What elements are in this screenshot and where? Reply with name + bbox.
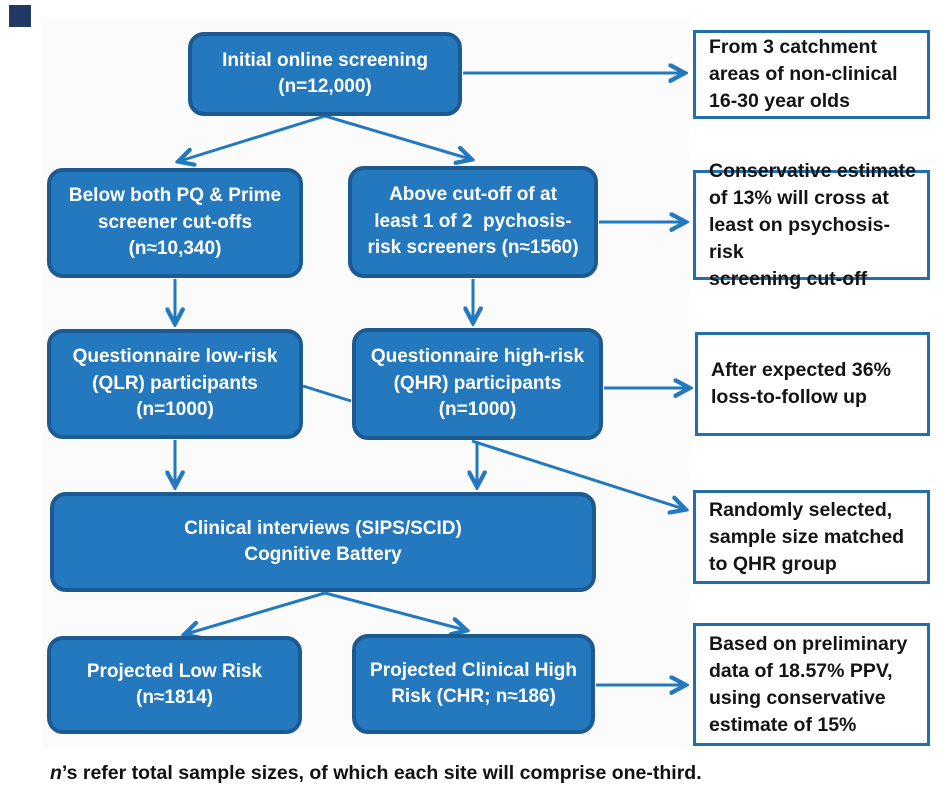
note-conservative-estimate: Conservative estimate of 13% will cross … bbox=[693, 160, 930, 290]
note-text-line: From 3 catchment bbox=[709, 36, 877, 58]
note-text-line: sample size matched bbox=[709, 525, 905, 548]
note-text-line: data of 18.57% PPV, bbox=[709, 659, 893, 682]
note-text-line: loss-to-follow up bbox=[711, 386, 867, 408]
node-text-line: (QLR) participants bbox=[92, 372, 258, 394]
node-text-line: Questionnaire low-risk bbox=[72, 346, 278, 368]
note-randomly-selected: Randomly selected, sample size matched t… bbox=[693, 490, 930, 584]
node-questionnaire-high-risk: Questionnaire high-risk (QHR) participan… bbox=[352, 328, 603, 440]
note-ppv-estimate: Based on preliminary data of 18.57% PPV,… bbox=[693, 623, 930, 746]
node-text-line: Projected Low Risk bbox=[86, 660, 263, 682]
note-text-line: 16-30 year olds bbox=[709, 90, 850, 112]
node-text-line: (n=1000) bbox=[438, 399, 517, 421]
node-text-line: Projected Clinical High bbox=[370, 659, 577, 681]
node-text-line: (n=12,000) bbox=[278, 76, 372, 97]
footnote-caption: n’s refer total sample sizes, of which e… bbox=[50, 762, 702, 785]
note-text-line: Conservative estimate bbox=[709, 159, 917, 182]
note-text-line: Based on preliminary bbox=[709, 632, 908, 655]
node-text-line: (n≈1814) bbox=[136, 687, 213, 708]
node-projected-chr: Projected Clinical High Risk (CHR; n≈186… bbox=[352, 634, 595, 734]
note-catchment-areas: From 3 catchment areas of non-clinical 1… bbox=[693, 30, 930, 119]
node-text-line: risk screeners (n≈1560) bbox=[367, 237, 579, 259]
node-text-line: (QHR) participants bbox=[393, 372, 562, 394]
node-questionnaire-low-risk: Questionnaire low-risk (QLR) participant… bbox=[47, 329, 303, 439]
node-below-cutoffs: Below both PQ & Prime screener cut-offs … bbox=[47, 168, 303, 278]
note-text-line: of 13% will cross at bbox=[709, 186, 889, 209]
node-text-line: Risk (CHR; n≈186) bbox=[391, 686, 556, 707]
node-text-line: screener cut-offs bbox=[97, 211, 253, 233]
note-text-line: After expected 36% bbox=[711, 359, 891, 381]
node-text-line: (n≈10,340) bbox=[128, 238, 222, 260]
footnote-n: n bbox=[50, 762, 62, 784]
note-text-line: estimate of 15% bbox=[709, 713, 857, 736]
note-text-line: using conservative bbox=[709, 686, 886, 709]
node-text-line: (n=1000) bbox=[136, 399, 214, 421]
node-text-line: Clinical interviews (SIPS/SCID) bbox=[184, 517, 462, 539]
note-text-line: screening cut-off bbox=[709, 267, 868, 290]
node-text-line: Initial online screening bbox=[222, 49, 428, 71]
note-text-line: to QHR group bbox=[709, 552, 837, 575]
node-above-cutoff: Above cut-off of at least 1 of 2 pychosi… bbox=[348, 166, 598, 278]
node-text-line: least 1 of 2 pychosis- bbox=[374, 210, 572, 232]
node-text-line: Above cut-off of at bbox=[389, 184, 557, 206]
node-clinical-interviews: Clinical interviews (SIPS/SCID) Cognitiv… bbox=[50, 492, 596, 592]
note-loss-to-follow-up: After expected 36% loss-to-follow up bbox=[695, 332, 930, 436]
note-text-line: Randomly selected, bbox=[709, 498, 893, 521]
node-projected-low-risk: Projected Low Risk (n≈1814) bbox=[47, 636, 302, 734]
footnote-text: ’s refer total sample sizes, of which ea… bbox=[61, 762, 702, 784]
note-text-line: areas of non-clinical bbox=[709, 63, 898, 85]
node-text-line: Below both PQ & Prime bbox=[68, 185, 282, 207]
dark-corner-square bbox=[9, 5, 31, 27]
node-text-line: Questionnaire high-risk bbox=[370, 346, 585, 368]
node-initial-online-screening: Initial online screening (n=12,000) bbox=[188, 32, 462, 116]
note-text-line: least on psychosis-risk bbox=[709, 213, 890, 263]
node-text-line: Cognitive Battery bbox=[244, 544, 402, 565]
